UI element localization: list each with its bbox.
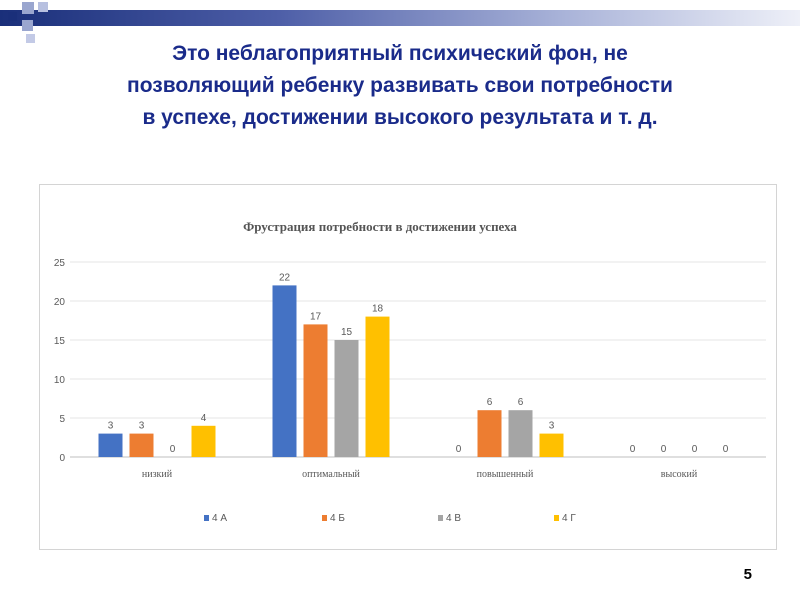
legend-swatch [322,515,327,521]
data-label: 22 [279,272,291,283]
chart-title: Фрустрация потребности в достижении успе… [243,219,517,234]
bar-2-1 [477,410,502,457]
bar-2-2 [508,410,533,457]
bars: 3 3 0 4 22 17 15 18 0 6 6 3 0 0 0 0 [98,272,729,457]
x-category-label: повышенный [477,469,534,480]
legend-swatch [554,515,559,521]
x-axis-labels: низкий оптимальный повышенный высокий [142,469,698,480]
bar-1-1 [303,324,328,457]
decor-square-light-2 [38,2,48,12]
y-tick-label: 25 [54,258,66,269]
y-tick-label: 5 [59,414,65,425]
slide-title-line-1: Это неблагоприятный психический фон, не [172,42,628,65]
slide-title-line-3: в успехе, достижении высокого результата… [142,106,658,129]
y-tick-label: 15 [54,336,66,347]
bar-chart: Фрустрация потребности в достижении успе… [54,219,766,524]
legend-swatch [204,515,209,521]
data-label: 0 [456,444,462,455]
data-label: 3 [139,421,145,432]
bar-0-0 [98,433,123,457]
y-tick-label: 0 [59,453,65,464]
data-label: 4 [201,413,207,424]
y-tick-label: 20 [54,297,66,308]
data-label: 0 [170,444,176,455]
legend-label: 4 А [212,513,227,524]
data-label: 6 [518,397,524,408]
slide-title-line-2: позволяющий ребенку развивать свои потре… [127,74,673,97]
data-label: 18 [372,304,384,315]
chart-container: Фрустрация потребности в достижении успе… [39,184,777,550]
y-tick-label: 10 [54,375,66,386]
decor-square-dark [8,12,17,21]
x-category-label: низкий [142,469,173,480]
bar-1-3 [365,316,390,457]
legend-label: 4 Г [562,513,576,524]
bar-0-1 [129,433,154,457]
data-label: 0 [692,444,698,455]
decor-square-light-3 [22,20,33,31]
bar-1-2 [334,340,359,457]
x-category-label: высокий [661,469,698,480]
data-label: 0 [723,444,729,455]
legend-label: 4 Б [330,513,345,524]
legend-label: 4 В [446,513,461,524]
slide-title: Это неблагоприятный психический фон, не … [40,38,760,134]
data-label: 0 [661,444,667,455]
data-label: 0 [630,444,636,455]
decor-square-light-1 [22,2,34,14]
data-label: 17 [310,311,322,322]
bar-1-0 [272,285,297,457]
data-label: 3 [108,421,114,432]
y-axis-labels: 0 5 10 15 20 25 [54,258,66,464]
page-number: 5 [743,566,752,583]
bar-0-3 [191,425,216,457]
gridlines [70,261,766,458]
legend: 4 А 4 Б 4 В 4 Г [204,513,576,524]
data-label: 15 [341,327,353,338]
legend-swatch [438,515,443,521]
data-label: 6 [487,397,493,408]
decor-square-light-4 [26,34,35,43]
x-category-label: оптимальный [302,469,360,480]
header-gradient-bar [0,10,800,26]
data-label: 3 [549,421,555,432]
bar-2-3 [539,433,564,457]
